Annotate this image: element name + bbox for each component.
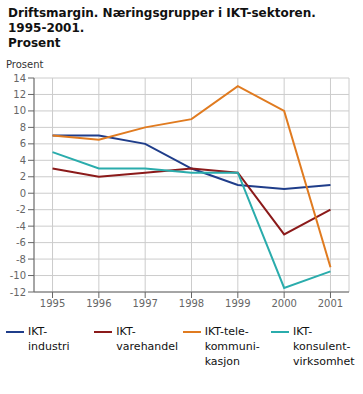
svg-text:8: 8	[20, 122, 26, 133]
svg-text:6: 6	[20, 138, 26, 149]
svg-text:10: 10	[13, 105, 26, 116]
svg-text:2000: 2000	[271, 298, 296, 309]
html-text:kommuni-: kommuni-	[204, 340, 260, 353]
svg-text:14: 14	[13, 73, 26, 84]
svg-text:4: 4	[20, 155, 26, 166]
svg-text:-2: -2	[16, 204, 26, 215]
svg-text:-10: -10	[10, 270, 26, 281]
html-text:varehandel: varehandel	[116, 340, 179, 353]
svg-text:12: 12	[13, 89, 26, 100]
html-text:IKT-: IKT-	[116, 325, 136, 338]
svg-text:-8: -8	[16, 254, 26, 265]
svg-text:1996: 1996	[86, 298, 111, 309]
html-text:virksomhet: virksomhet	[293, 355, 355, 368]
svg-text:2: 2	[20, 171, 26, 182]
svg-text:2001: 2001	[318, 298, 343, 309]
html-text:kasjon: kasjon	[204, 355, 241, 368]
html-text:Prosent: Prosent	[6, 59, 44, 70]
html-text:konsulent-: konsulent-	[293, 340, 351, 353]
html-text:IKT-: IKT-	[28, 325, 48, 338]
html-text:IKT-tele-: IKT-tele-	[204, 325, 249, 338]
svg-text:1999: 1999	[225, 298, 250, 309]
svg-text:1997: 1997	[132, 298, 157, 309]
svg-text:1998: 1998	[179, 298, 204, 309]
svg-text:-4: -4	[16, 221, 26, 232]
svg-text:-12: -12	[10, 287, 26, 298]
svg-text:1995: 1995	[40, 298, 65, 309]
html-text:industri: industri	[28, 340, 70, 353]
html-text:Driftsmargin. Næringsgrupper i: Driftsmargin. Næringsgrupper i IKT-sekto…	[8, 6, 316, 35]
html-text:Prosent: Prosent	[8, 36, 61, 50]
svg-text:-6: -6	[16, 237, 26, 248]
html-text:IKT-: IKT-	[293, 325, 313, 338]
svg-text:0: 0	[20, 188, 26, 199]
